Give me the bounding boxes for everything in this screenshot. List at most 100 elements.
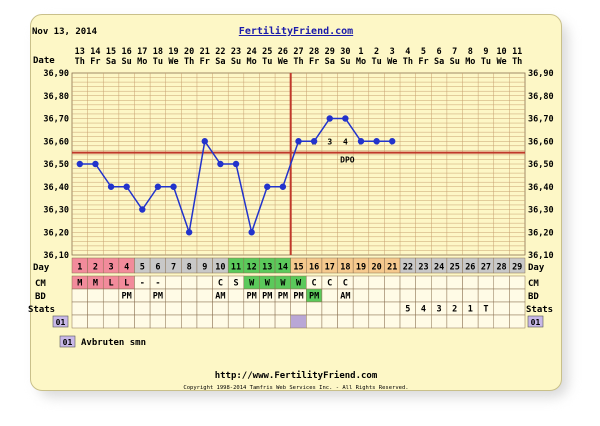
bd-cell: [477, 288, 495, 303]
row-label-cm-right: CM: [528, 279, 539, 289]
date-label: 6: [437, 47, 442, 57]
y-tick-label-left: 36,80: [43, 92, 69, 102]
weekday-label: Mo: [465, 57, 475, 67]
date-label: 9: [483, 47, 488, 57]
cycle-day-cell-text: 3: [108, 263, 113, 273]
cm-cell-text: S: [233, 279, 238, 289]
temperature-point: [76, 160, 84, 168]
stats-cell-text: 1: [468, 305, 473, 315]
date-label: 19: [168, 47, 178, 57]
temperature-point: [310, 138, 318, 145]
cycle-day-cell-text: 9: [202, 263, 207, 273]
temperature-point: [217, 160, 224, 168]
cm-cell: [509, 275, 526, 290]
temperature-point: [357, 138, 365, 145]
y-tick-label-right: 36,40: [528, 183, 554, 193]
cm-cell-text: W: [280, 279, 286, 289]
y-tick-label-right: 36,70: [528, 115, 554, 125]
weekday-label: Th: [403, 57, 413, 67]
stats-cell-text: 5: [405, 305, 410, 315]
bd-cell-text: PM: [293, 292, 303, 302]
cycle-day-cell-text: 19: [356, 263, 366, 273]
stats-cell: [352, 301, 370, 316]
y-tick-label-left: 36,90: [43, 69, 69, 79]
date-label: 8: [468, 47, 473, 57]
cm-cell-text: W: [265, 279, 271, 289]
cm-cell: [384, 275, 401, 290]
cycle-day-cell-text: 29: [512, 263, 522, 273]
date-label: 15: [106, 47, 116, 57]
stats-cell: [181, 301, 198, 316]
stats-cell: [118, 301, 135, 316]
cycle-day-cell-text: 1: [77, 263, 82, 273]
cycle-day-cell-text: 22: [403, 263, 413, 273]
row-label-stats-right: Stats: [526, 305, 553, 315]
bd-cell-text: AM: [215, 292, 225, 302]
cycle-day-cell-text: 11: [231, 263, 241, 273]
y-tick-label-left: 36,70: [43, 115, 69, 125]
bd-cell: [71, 288, 88, 303]
date-label: 25: [262, 47, 272, 57]
dpo-number: 4: [343, 137, 348, 146]
extra-cell: [259, 314, 276, 329]
weekday-label: Th: [75, 57, 85, 67]
stats-cell: [102, 301, 120, 316]
stats-cell: [259, 301, 276, 316]
stats-cell: [337, 301, 354, 316]
stats-cell: [227, 301, 245, 316]
cm-cell-text: L: [108, 279, 113, 289]
extra-cell: [87, 314, 104, 329]
row-label-stats: Stats: [28, 305, 55, 315]
bd-cell: [384, 288, 401, 303]
extra-cell: [212, 314, 229, 329]
bd-cell-text: PM: [278, 292, 288, 302]
date-label: 20: [184, 47, 194, 57]
temperature-point: [232, 160, 240, 168]
weekday-label: Su: [340, 57, 350, 67]
weekday-label: Sa: [106, 57, 116, 67]
stats-cell: [149, 301, 166, 316]
cycle-day-cell-text: 8: [187, 263, 192, 273]
cm-cell: [462, 275, 479, 290]
cm-cell-text: M: [77, 279, 82, 289]
cm-cell: [352, 275, 370, 290]
cycle-day-cell-text: 16: [309, 263, 319, 273]
header-date: Nov 13, 2014: [32, 27, 98, 37]
stats-cell: [87, 301, 104, 316]
y-tick-label-right: 36,30: [528, 206, 554, 216]
weekday-label: Su: [450, 57, 460, 67]
extra-cell: [274, 314, 291, 329]
cm-cell-text: C: [218, 279, 223, 289]
row-label-bd: BD: [35, 292, 46, 302]
bd-cell: [196, 288, 213, 303]
date-label: 4: [405, 47, 410, 57]
stats-cell-text: 4: [421, 305, 426, 315]
bd-cell: [493, 288, 510, 303]
cycle-day-cell-text: 4: [124, 263, 129, 273]
extra-cell: [165, 314, 182, 329]
stats-cell: [71, 301, 88, 316]
bd-cell: [462, 288, 479, 303]
cycle-day-cell-text: 18: [340, 263, 350, 273]
weekday-label: We: [496, 57, 506, 67]
bd-cell: [134, 288, 151, 303]
weekday-label: Su: [122, 57, 132, 67]
cm-cell: [399, 275, 416, 290]
bd-cell: [399, 288, 416, 303]
cycle-day-cell-text: 14: [278, 263, 288, 273]
extra-cell: [118, 314, 135, 329]
cm-cell-text: M: [93, 279, 98, 289]
extra-cell: [149, 314, 166, 329]
extra-cell: [321, 314, 338, 329]
cm-cell-text: -: [155, 279, 160, 289]
dpo-label: DPO: [340, 156, 355, 165]
cycle-day-cell-text: 24: [434, 263, 444, 273]
temperature-point: [107, 183, 115, 190]
cycle-day-cell-text: 15: [293, 263, 303, 273]
date-label: 22: [215, 47, 225, 57]
row-code-left: 01: [56, 318, 66, 327]
header-site: FertilityFriend.com: [239, 25, 353, 37]
weekday-label: Mo: [356, 57, 366, 67]
bd-cell: [415, 288, 432, 303]
